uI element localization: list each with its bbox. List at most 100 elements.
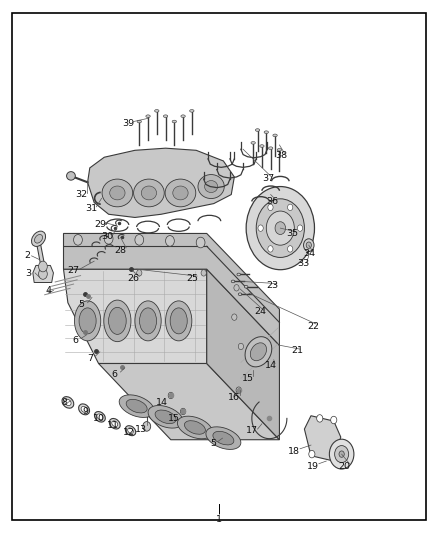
Circle shape (180, 408, 186, 415)
Ellipse shape (146, 115, 150, 117)
Text: 14: 14 (265, 361, 277, 369)
Ellipse shape (244, 286, 248, 288)
Ellipse shape (148, 406, 183, 428)
Circle shape (246, 187, 314, 270)
Text: 13: 13 (135, 425, 147, 433)
Circle shape (135, 235, 144, 245)
Text: 15: 15 (168, 414, 180, 423)
Polygon shape (64, 233, 279, 345)
Circle shape (104, 233, 113, 244)
Text: 10: 10 (92, 414, 105, 423)
Polygon shape (64, 269, 207, 364)
Ellipse shape (65, 399, 71, 406)
Circle shape (268, 246, 273, 252)
Ellipse shape (134, 179, 164, 207)
Text: 38: 38 (275, 151, 287, 160)
Ellipse shape (109, 308, 126, 334)
Text: 27: 27 (67, 266, 80, 275)
Polygon shape (33, 265, 53, 282)
Text: 18: 18 (288, 448, 300, 456)
Text: 1: 1 (216, 515, 222, 524)
Polygon shape (304, 416, 341, 461)
Ellipse shape (35, 235, 42, 243)
Ellipse shape (231, 280, 235, 282)
Ellipse shape (97, 414, 103, 419)
Ellipse shape (81, 406, 87, 413)
Ellipse shape (95, 411, 105, 422)
Ellipse shape (268, 147, 273, 150)
Text: 39: 39 (122, 119, 134, 128)
Ellipse shape (104, 300, 131, 342)
Circle shape (256, 199, 304, 257)
Circle shape (339, 451, 344, 457)
Ellipse shape (110, 418, 120, 429)
Ellipse shape (245, 337, 272, 367)
Text: 6: 6 (111, 370, 117, 378)
Ellipse shape (67, 172, 75, 180)
Ellipse shape (137, 120, 141, 123)
Ellipse shape (181, 115, 185, 117)
Ellipse shape (250, 343, 267, 361)
Ellipse shape (127, 428, 134, 433)
Ellipse shape (125, 426, 136, 435)
Circle shape (331, 416, 337, 424)
Circle shape (39, 269, 47, 279)
Text: 17: 17 (246, 426, 258, 435)
Text: 33: 33 (297, 260, 309, 268)
Text: 11: 11 (107, 421, 119, 430)
Circle shape (238, 343, 244, 350)
Circle shape (166, 236, 174, 246)
Polygon shape (99, 364, 279, 440)
FancyBboxPatch shape (12, 13, 426, 520)
Circle shape (287, 246, 293, 252)
Ellipse shape (177, 416, 212, 439)
Text: 23: 23 (266, 281, 279, 289)
Circle shape (304, 239, 314, 252)
Text: 16: 16 (228, 393, 240, 401)
Ellipse shape (173, 186, 188, 200)
Circle shape (201, 270, 206, 276)
Ellipse shape (79, 404, 89, 415)
Circle shape (196, 237, 205, 248)
Text: 22: 22 (307, 322, 319, 330)
Circle shape (137, 270, 142, 276)
Ellipse shape (251, 142, 255, 144)
Circle shape (39, 261, 47, 272)
Ellipse shape (213, 431, 234, 445)
Text: 20: 20 (338, 462, 350, 471)
Text: 35: 35 (286, 229, 299, 238)
Circle shape (168, 392, 173, 399)
Circle shape (287, 204, 293, 211)
Circle shape (258, 225, 263, 231)
Ellipse shape (264, 131, 268, 134)
Ellipse shape (110, 186, 125, 200)
Text: 8: 8 (62, 398, 68, 407)
Text: 21: 21 (291, 346, 303, 355)
Text: 2: 2 (24, 252, 30, 260)
Ellipse shape (62, 397, 74, 408)
Circle shape (275, 222, 286, 235)
Circle shape (309, 450, 315, 458)
Text: 31: 31 (85, 205, 97, 213)
Text: 5: 5 (210, 439, 216, 448)
Ellipse shape (255, 129, 260, 132)
Ellipse shape (172, 120, 177, 123)
Ellipse shape (112, 421, 118, 426)
Circle shape (306, 242, 311, 248)
Text: 30: 30 (101, 232, 113, 241)
Text: 6: 6 (72, 336, 78, 344)
Text: 19: 19 (307, 462, 319, 471)
Ellipse shape (119, 395, 154, 417)
Ellipse shape (141, 186, 157, 200)
Circle shape (236, 387, 241, 393)
Text: 28: 28 (114, 246, 127, 255)
Ellipse shape (260, 145, 264, 147)
Text: 14: 14 (156, 398, 168, 407)
Text: 15: 15 (241, 374, 254, 383)
Text: 29: 29 (94, 221, 106, 229)
Ellipse shape (155, 110, 159, 112)
Text: 36: 36 (266, 197, 279, 206)
Ellipse shape (102, 179, 133, 207)
Ellipse shape (205, 181, 218, 192)
Polygon shape (88, 148, 234, 217)
